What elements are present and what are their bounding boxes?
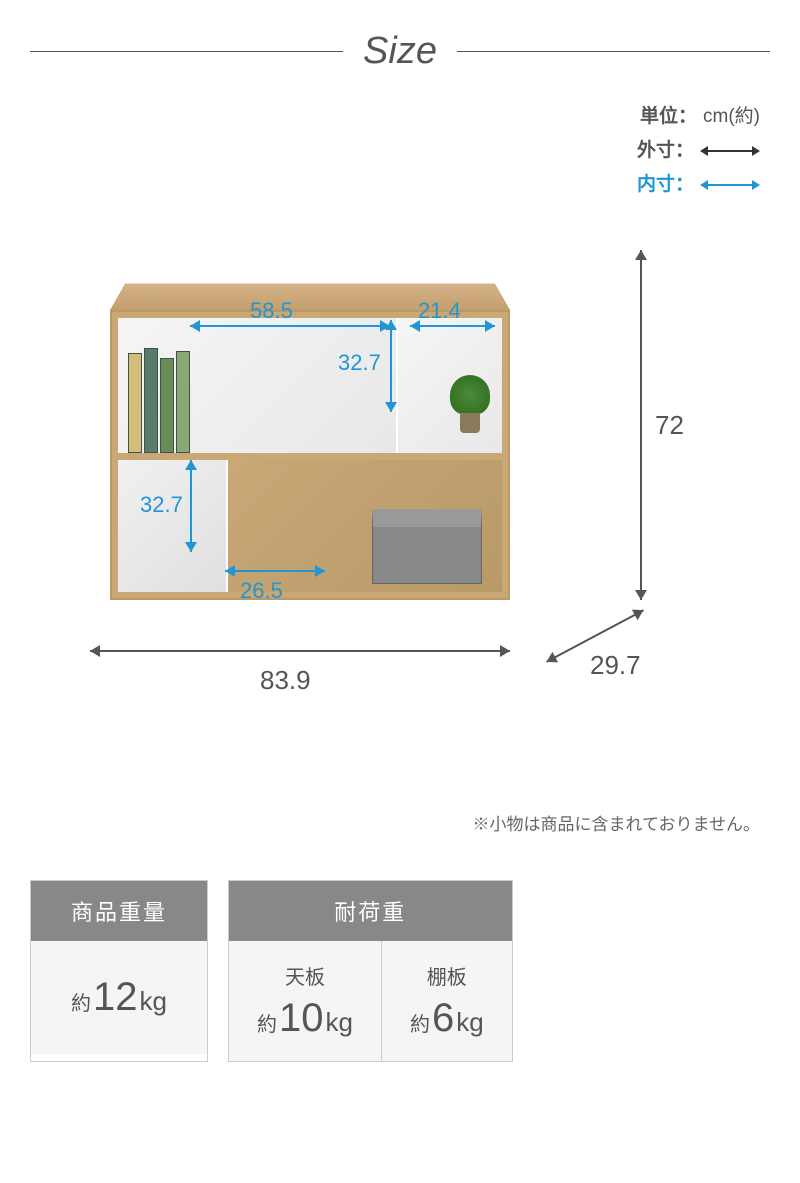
dim-inner-height-top: 32.7 <box>338 350 381 376</box>
storage-box-decoration <box>372 509 482 584</box>
dim-inner-side-arrow <box>410 325 495 327</box>
dim-inner-height-bottom: 32.7 <box>140 492 183 518</box>
load-unit-0: kg <box>325 1007 352 1038</box>
load-prefix-1: 約 <box>410 1008 430 1037</box>
title-row: Size <box>0 0 800 93</box>
weight-table: 商品重量 約 12 kg <box>30 880 208 1062</box>
books-decoration <box>128 348 190 453</box>
spec-tables: 商品重量 約 12 kg 耐荷重 天板 約 10 kg <box>30 880 513 1062</box>
load-prefix-0: 約 <box>257 1008 277 1037</box>
title-divider-left <box>30 51 343 52</box>
legend-outer: 外寸： <box>637 134 760 168</box>
legend-unit: 単位： cm(約) <box>637 100 760 134</box>
load-cell-shelf: 棚板 約 6 kg <box>382 941 512 1061</box>
arrow-black-icon <box>700 148 760 154</box>
legend-unit-value: cm(約) <box>703 100 760 134</box>
legend: 単位： cm(約) 外寸： 内寸： <box>637 100 760 203</box>
legend-outer-label: 外寸： <box>637 134 694 168</box>
load-value-1: 6 <box>432 996 454 1041</box>
weight-cell: 約 12 kg <box>31 941 207 1054</box>
weight-header: 商品重量 <box>31 881 207 941</box>
load-label-0: 天板 <box>257 961 353 990</box>
legend-inner: 内寸： <box>637 168 760 202</box>
load-cell-top: 天板 約 10 kg <box>229 941 382 1061</box>
dim-inner-top-arrow <box>190 325 390 327</box>
dim-height-arrow <box>640 250 642 600</box>
title-divider-right <box>457 51 770 52</box>
load-unit-1: kg <box>456 1007 483 1038</box>
weight-unit: kg <box>140 986 167 1017</box>
weight-prefix: 約 <box>71 987 91 1016</box>
disclaimer-note: ※小物は商品に含まれておりません。 <box>473 810 760 835</box>
legend-inner-label: 内寸： <box>637 168 694 202</box>
dim-width-arrow <box>90 650 510 652</box>
dim-width: 83.9 <box>260 665 311 696</box>
dim-inner-width-top: 58.5 <box>250 298 293 324</box>
dim-inner-h1-arrow <box>390 320 392 412</box>
plant-decoration <box>450 375 490 415</box>
load-value-0: 10 <box>279 996 324 1041</box>
dim-height: 72 <box>655 410 684 441</box>
diagram-area: 72 83.9 29.7 58.5 21.4 32.7 32.7 26.5 <box>50 220 750 740</box>
load-label-1: 棚板 <box>410 961 484 990</box>
load-header: 耐荷重 <box>229 881 512 941</box>
legend-unit-label: 単位： <box>640 100 697 134</box>
arrow-blue-icon <box>700 182 760 188</box>
load-table: 耐荷重 天板 約 10 kg 棚板 約 6 kg <box>228 880 513 1062</box>
dim-inner-h2-arrow <box>190 460 192 552</box>
dim-inner-width-bottom: 26.5 <box>240 578 283 604</box>
section-title: Size <box>363 30 437 73</box>
dim-inner-width-side: 21.4 <box>418 298 461 324</box>
dim-inner-bottom-arrow <box>225 570 325 572</box>
dim-depth: 29.7 <box>590 650 641 681</box>
weight-value: 12 <box>93 975 138 1020</box>
